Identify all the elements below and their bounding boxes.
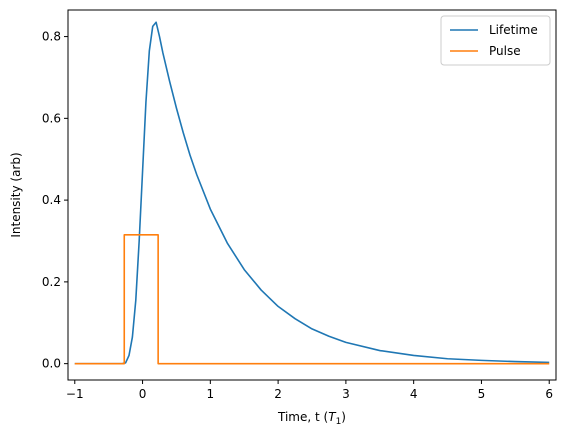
y-tick-label: 0.0 <box>42 357 61 371</box>
x-tick-label: −1 <box>66 387 84 401</box>
x-axis-label-subscript: 1 <box>336 417 342 427</box>
x-tick-label: 1 <box>207 387 215 401</box>
y-tick-label: 0.8 <box>42 30 61 44</box>
x-tick-label: 0 <box>139 387 147 401</box>
x-axis-label-end: ) <box>341 410 346 424</box>
series-layer <box>74 21 550 365</box>
plot-background <box>68 10 556 380</box>
plot-frame <box>67 9 557 381</box>
x-axis-label: Time, t (T1) <box>277 410 346 427</box>
legend-box <box>440 15 551 66</box>
x-axis-ticks: −1 0 1 2 3 4 5 6 <box>66 380 553 401</box>
y-axis-label: Intensity (arb) <box>9 152 23 237</box>
x-axis-label-variable: T <box>328 410 337 424</box>
x-tick-label: 2 <box>274 387 282 401</box>
legend-label-lifetime: Lifetime <box>489 23 538 37</box>
series-line-pulse <box>74 234 550 365</box>
y-axis-ticks: 0.0 0.2 0.4 0.6 0.8 <box>42 30 68 371</box>
legend-label-pulse: Pulse <box>489 44 521 58</box>
x-tick-label: 4 <box>410 387 418 401</box>
x-tick-label: 5 <box>478 387 486 401</box>
x-tick-label: 3 <box>342 387 350 401</box>
series-line-lifetime <box>74 21 550 365</box>
y-tick-label: 0.6 <box>42 111 61 125</box>
y-tick-label: 0.4 <box>42 193 61 207</box>
x-axis-label-text: Time, t ( <box>277 410 328 424</box>
x-tick-label: 6 <box>545 387 553 401</box>
legend: Lifetime Pulse <box>440 15 551 66</box>
y-tick-label: 0.2 <box>42 275 61 289</box>
